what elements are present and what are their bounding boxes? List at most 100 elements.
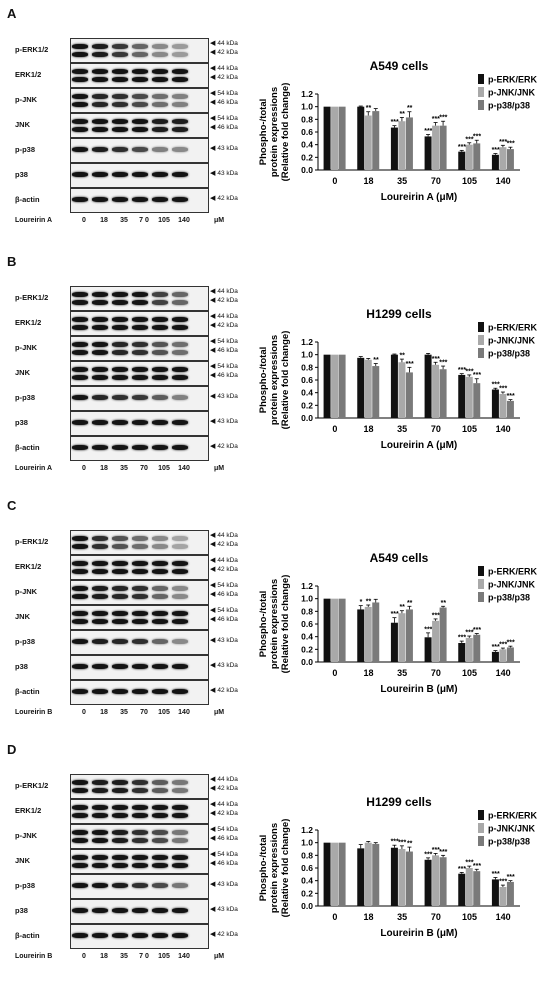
kda-label: ◀ 43 kDa [210, 144, 238, 153]
blot-strip [70, 555, 209, 580]
significance-stars: ** [407, 841, 413, 848]
bar [405, 117, 413, 170]
kda-text: 42 kDa [217, 541, 238, 548]
bar [432, 125, 440, 170]
bar [432, 364, 440, 418]
kda-text: 46 kDa [217, 835, 238, 842]
blot-band [132, 102, 148, 107]
kda-label: ◀ 42 kDa [210, 48, 238, 57]
blot-band [72, 639, 88, 644]
kda-label: ◀ 44 kDa [210, 287, 238, 296]
blot-band [152, 420, 168, 425]
blot-band [172, 639, 188, 644]
significance-stars: *** [473, 863, 481, 870]
blot-band [172, 569, 188, 574]
blot-band [172, 395, 188, 400]
blot-band [172, 855, 188, 860]
legend-label: p-p38/p38 [488, 593, 530, 603]
bar [390, 847, 398, 906]
kda-marker: ◀ 42 kDa [210, 930, 238, 939]
arrow-left-icon: ◀ [210, 810, 218, 817]
y-tick-label: 0.4 [301, 388, 313, 398]
bar [398, 362, 406, 418]
arrow-left-icon: ◀ [210, 90, 218, 97]
legend-swatch [478, 823, 484, 833]
kda-label: ◀ 46 kDa [210, 834, 238, 843]
blot-row-label: β-actin [15, 686, 40, 696]
bar [499, 649, 507, 662]
kda-label: ◀ 42 kDa [210, 296, 238, 305]
blot-band [152, 611, 168, 616]
arrow-left-icon: ◀ [210, 662, 218, 669]
y-tick-label: 0.0 [301, 165, 313, 175]
y-tick-label: 0.8 [301, 850, 313, 860]
blot-strip [70, 361, 209, 386]
dose-unit-label: μM [214, 953, 225, 960]
bar [491, 389, 499, 418]
blot-band [172, 830, 188, 835]
blot-band [152, 367, 168, 372]
kda-text: 44 kDa [217, 557, 238, 564]
blot-band [132, 908, 148, 913]
blot-band [132, 375, 148, 380]
x-tick-label: 0 [332, 912, 337, 922]
kda-text: 42 kDa [217, 297, 238, 304]
y-tick-label: 0.6 [301, 619, 313, 629]
significance-stars: *** [391, 839, 399, 846]
blot-band [172, 317, 188, 322]
blot-band [132, 611, 148, 616]
blot-band [92, 395, 108, 400]
legend-label: p-JNK/JNK [488, 824, 536, 834]
blot-band [92, 805, 108, 810]
x-tick-label: 0 [332, 668, 337, 678]
blot-band [92, 863, 108, 868]
bar [364, 359, 372, 418]
panel-letter: C [7, 498, 17, 513]
bar [323, 842, 331, 906]
kda-label: ◀ 43 kDa [210, 169, 238, 178]
blot-row-label: ERK1/2 [15, 561, 42, 571]
blot-band [112, 350, 128, 355]
y-tick-label: 0.8 [301, 114, 313, 124]
y-axis-label: Phospho-/total [258, 835, 269, 902]
bar-chart: H1299 cells Phospho-/total protein express… [258, 307, 537, 451]
bar [398, 121, 406, 170]
blot-band [172, 127, 188, 132]
blot-band [72, 69, 88, 74]
blot-band [152, 445, 168, 450]
kda-label: ◀ 46 kDa [210, 859, 238, 868]
bar-chart: H1299 cells Phospho-/total protein express… [258, 795, 537, 939]
x-tick-label: 140 [496, 176, 511, 186]
bar-chart: A549 cells Phospho-/total protein expressi… [258, 551, 537, 695]
blot-band [172, 561, 188, 566]
arrow-left-icon: ◀ [210, 99, 218, 106]
blot-band [72, 805, 88, 810]
blot-row-label: p38 [15, 169, 28, 179]
kda-text: 43 kDa [217, 906, 238, 913]
x-tick-label: 0 [332, 176, 337, 186]
kda-text: 54 kDa [217, 115, 238, 122]
kda-text: 46 kDa [217, 591, 238, 598]
significance-stars: *** [398, 839, 406, 846]
blot-band [92, 933, 108, 938]
arrow-left-icon: ◀ [210, 557, 218, 564]
significance-stars: *** [492, 147, 500, 154]
legend-swatch [478, 100, 484, 110]
bar [357, 848, 365, 906]
blot-strip [70, 63, 209, 88]
significance-stars: *** [507, 393, 515, 400]
legend-swatch [478, 592, 484, 602]
blot-band [132, 445, 148, 450]
lane-dose-label: 105 [158, 953, 170, 960]
blot-band [152, 300, 168, 305]
blot-band [172, 77, 188, 82]
significance-stars: *** [424, 626, 432, 633]
lane-dose-label: 18 [100, 217, 108, 224]
blot-band [72, 300, 88, 305]
blot-band [172, 197, 188, 202]
lane-dose-label: 35 [120, 709, 128, 716]
blot-band [152, 197, 168, 202]
treatment-label: Loureirin A [15, 465, 53, 472]
kda-marker: ◀ 54 kDa ◀ 46 kDa [210, 337, 238, 355]
blot-band [92, 292, 108, 297]
